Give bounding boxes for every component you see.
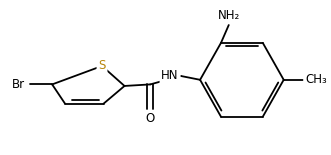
Text: Br: Br [12,78,25,91]
Text: O: O [146,112,155,125]
Text: HN: HN [161,69,179,82]
Text: NH₂: NH₂ [218,9,240,22]
Text: S: S [98,60,106,73]
Text: CH₃: CH₃ [305,73,327,86]
